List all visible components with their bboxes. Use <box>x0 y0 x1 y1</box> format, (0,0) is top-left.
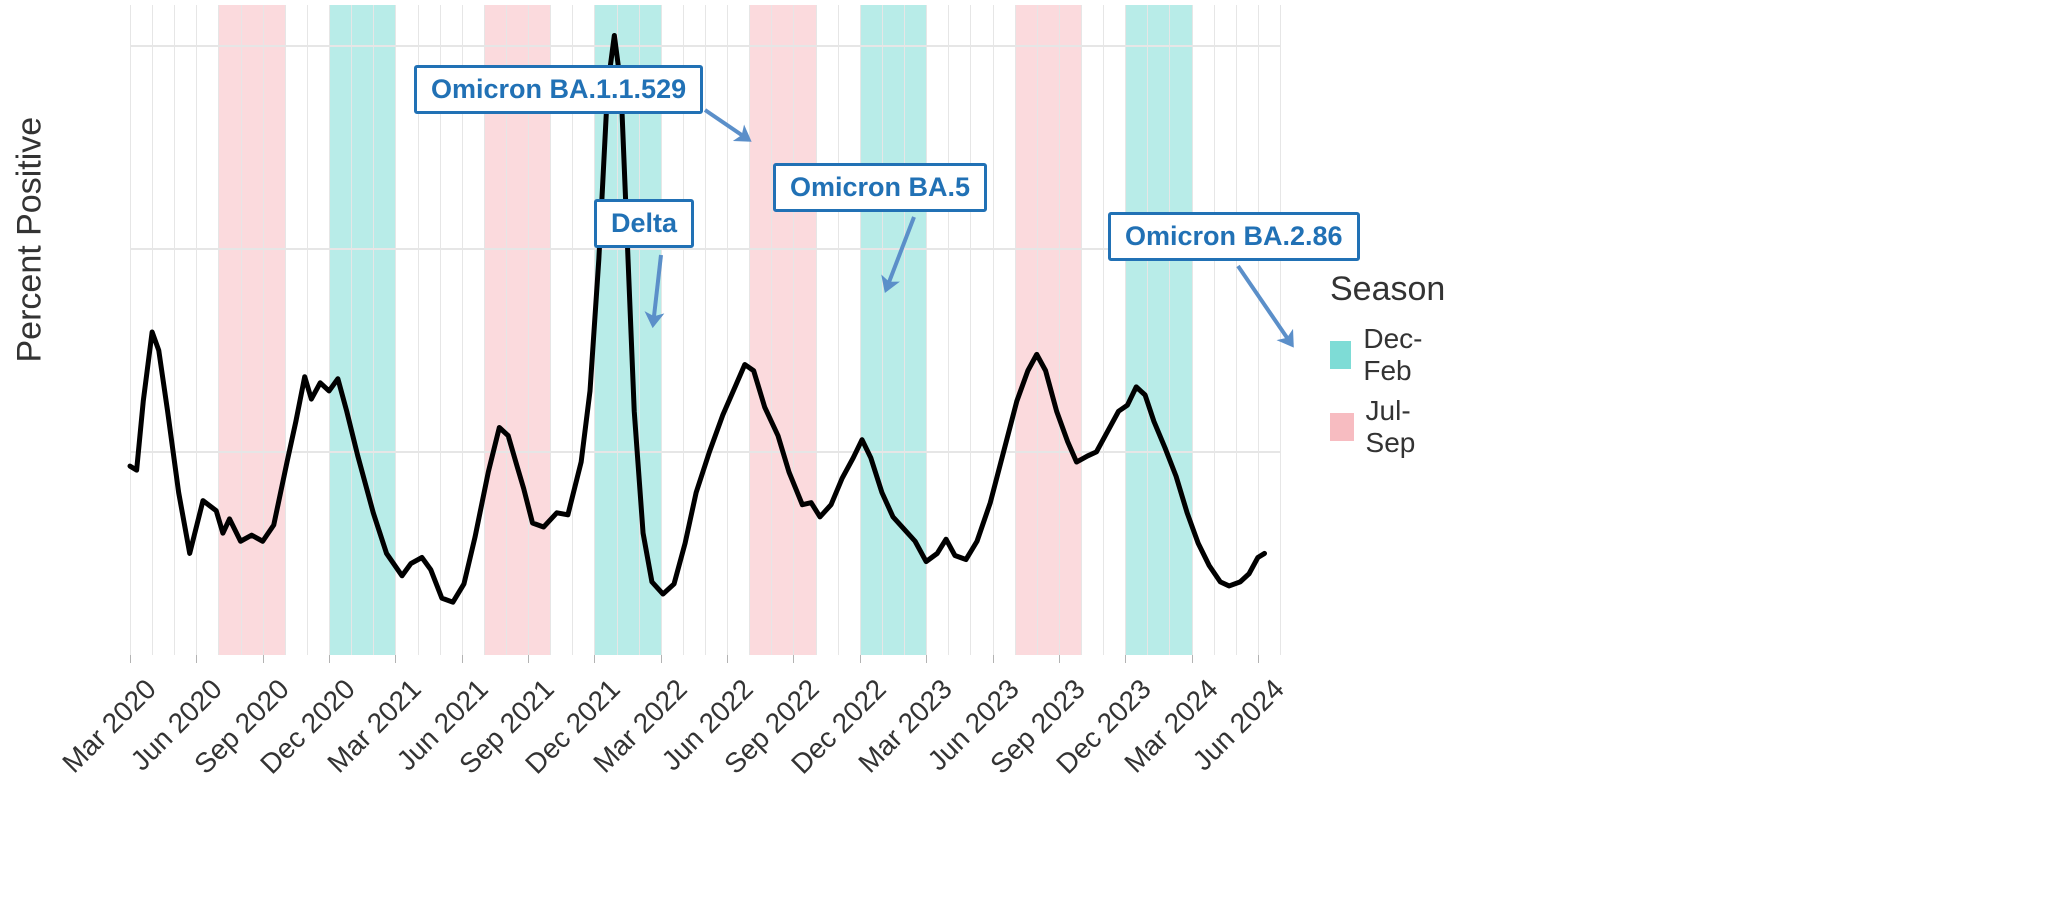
legend-swatch <box>1330 341 1351 369</box>
x-tick-mark <box>329 655 330 663</box>
x-tick-mark <box>661 655 662 663</box>
x-tick-mark <box>727 655 728 663</box>
x-tick-mark <box>130 655 131 663</box>
x-tick-mark <box>1192 655 1193 663</box>
x-tick-mark <box>1258 655 1259 663</box>
legend-label: Jul-Sep <box>1366 395 1446 459</box>
legend-title: Season <box>1330 270 1445 309</box>
x-tick-mark <box>926 655 927 663</box>
annotation-box: Omicron BA.5 <box>773 163 987 212</box>
x-tick-mark <box>196 655 197 663</box>
legend-item: Jul-Sep <box>1330 395 1445 459</box>
legend-label: Dec-Feb <box>1363 323 1445 387</box>
annotation-arrow <box>1238 266 1292 345</box>
annotation-box: Delta <box>594 199 694 248</box>
x-tick-mark <box>395 655 396 663</box>
legend-item: Dec-Feb <box>1330 323 1445 387</box>
annotation-arrow <box>653 255 661 325</box>
x-tick-mark <box>1059 655 1060 663</box>
x-tick-mark <box>860 655 861 663</box>
plot-area: Omicron BA.1.1.529DeltaOmicron BA.5Omicr… <box>130 5 1280 655</box>
x-tick-mark <box>993 655 994 663</box>
x-tick-mark <box>528 655 529 663</box>
x-tick-mark <box>263 655 264 663</box>
annotation-box: Omicron BA.2.86 <box>1108 212 1360 261</box>
annotation-arrows <box>130 5 1280 655</box>
x-tick-mark <box>462 655 463 663</box>
x-tick-mark <box>1125 655 1126 663</box>
x-tick-mark <box>594 655 595 663</box>
annotation-arrow <box>705 110 749 140</box>
legend-swatch <box>1330 413 1354 441</box>
annotation-box: Omicron BA.1.1.529 <box>414 65 703 114</box>
y-axis-label: Percent Positive <box>11 303 50 363</box>
annotation-arrow <box>886 217 914 290</box>
x-tick-mark <box>793 655 794 663</box>
legend-items: Dec-Feb Jul-Sep <box>1330 323 1445 459</box>
legend: Season Dec-Feb Jul-Sep <box>1330 270 1445 467</box>
